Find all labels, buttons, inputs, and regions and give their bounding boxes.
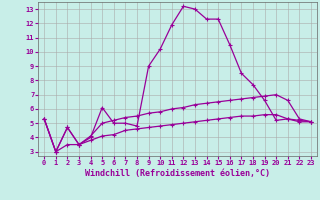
X-axis label: Windchill (Refroidissement éolien,°C): Windchill (Refroidissement éolien,°C) bbox=[85, 169, 270, 178]
